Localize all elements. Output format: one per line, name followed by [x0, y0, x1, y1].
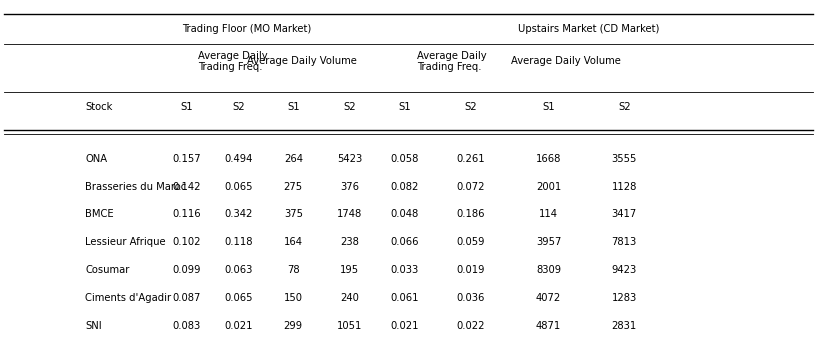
Text: 0.066: 0.066 — [391, 237, 418, 248]
Text: 0.116: 0.116 — [172, 209, 201, 220]
Text: 0.099: 0.099 — [172, 265, 201, 276]
Text: 78: 78 — [287, 265, 300, 276]
Text: 0.036: 0.036 — [457, 293, 484, 303]
Text: 1283: 1283 — [612, 293, 636, 303]
Text: 0.065: 0.065 — [225, 181, 253, 192]
Text: 8309: 8309 — [536, 265, 561, 276]
Text: 195: 195 — [340, 265, 359, 276]
Text: 2001: 2001 — [536, 181, 561, 192]
Text: 375: 375 — [283, 209, 303, 220]
Text: Average Daily
Trading Freq.: Average Daily Trading Freq. — [198, 50, 268, 72]
Text: 275: 275 — [283, 181, 303, 192]
Text: 0.033: 0.033 — [391, 265, 418, 276]
Text: 0.261: 0.261 — [456, 153, 485, 164]
Text: 2831: 2831 — [612, 321, 636, 331]
Text: 0.065: 0.065 — [225, 293, 253, 303]
Text: 0.102: 0.102 — [172, 237, 201, 248]
Text: 3417: 3417 — [612, 209, 636, 220]
Text: ONA: ONA — [85, 153, 108, 164]
Text: 0.021: 0.021 — [225, 321, 253, 331]
Text: SNI: SNI — [85, 321, 102, 331]
Text: 0.342: 0.342 — [225, 209, 253, 220]
Text: 9423: 9423 — [612, 265, 636, 276]
Text: 240: 240 — [340, 293, 359, 303]
Text: 264: 264 — [283, 153, 303, 164]
Text: 376: 376 — [340, 181, 359, 192]
Text: 1748: 1748 — [337, 209, 362, 220]
Text: 0.082: 0.082 — [391, 181, 418, 192]
Text: S1: S1 — [287, 102, 300, 113]
Text: 0.059: 0.059 — [457, 237, 484, 248]
Text: S2: S2 — [464, 102, 477, 113]
Text: 0.072: 0.072 — [457, 181, 484, 192]
Text: 0.186: 0.186 — [457, 209, 484, 220]
Text: S1: S1 — [542, 102, 555, 113]
Text: 0.118: 0.118 — [225, 237, 253, 248]
Text: S2: S2 — [233, 102, 245, 113]
Text: Ciments d'Agadir: Ciments d'Agadir — [85, 293, 172, 303]
Text: 238: 238 — [340, 237, 359, 248]
Text: 0.022: 0.022 — [457, 321, 484, 331]
Text: S2: S2 — [618, 102, 631, 113]
Text: 164: 164 — [283, 237, 303, 248]
Text: 299: 299 — [283, 321, 303, 331]
Text: 0.157: 0.157 — [172, 153, 201, 164]
Text: 0.063: 0.063 — [225, 265, 253, 276]
Text: 0.142: 0.142 — [172, 181, 201, 192]
Text: S2: S2 — [343, 102, 356, 113]
Text: Average Daily Volume: Average Daily Volume — [248, 56, 357, 66]
Text: 0.494: 0.494 — [225, 153, 253, 164]
Text: 0.058: 0.058 — [391, 153, 418, 164]
Text: BMCE: BMCE — [85, 209, 114, 220]
Text: 7813: 7813 — [612, 237, 636, 248]
Text: Brasseries du Maroc: Brasseries du Maroc — [85, 181, 186, 192]
Text: 3957: 3957 — [536, 237, 561, 248]
Text: 0.061: 0.061 — [391, 293, 418, 303]
Text: 0.019: 0.019 — [457, 265, 484, 276]
Text: 5423: 5423 — [337, 153, 362, 164]
Text: S1: S1 — [181, 102, 193, 113]
Text: 4871: 4871 — [536, 321, 561, 331]
Text: S1: S1 — [398, 102, 411, 113]
Text: 1051: 1051 — [337, 321, 363, 331]
Text: 114: 114 — [539, 209, 558, 220]
Text: 1668: 1668 — [536, 153, 561, 164]
Text: 3555: 3555 — [611, 153, 637, 164]
Text: Trading Floor (MO Market): Trading Floor (MO Market) — [182, 24, 312, 34]
Text: Cosumar: Cosumar — [85, 265, 130, 276]
Text: 150: 150 — [283, 293, 303, 303]
Text: 0.021: 0.021 — [391, 321, 418, 331]
Text: 4072: 4072 — [536, 293, 561, 303]
Text: Upstairs Market (CD Market): Upstairs Market (CD Market) — [517, 24, 659, 34]
Text: 0.087: 0.087 — [172, 293, 201, 303]
Text: Average Daily
Trading Freq.: Average Daily Trading Freq. — [417, 50, 486, 72]
Text: 0.048: 0.048 — [391, 209, 418, 220]
Text: Average Daily Volume: Average Daily Volume — [511, 56, 621, 66]
Text: Lessieur Afrique: Lessieur Afrique — [85, 237, 166, 248]
Text: 0.083: 0.083 — [172, 321, 201, 331]
Text: Stock: Stock — [85, 102, 113, 113]
Text: 1128: 1128 — [611, 181, 637, 192]
